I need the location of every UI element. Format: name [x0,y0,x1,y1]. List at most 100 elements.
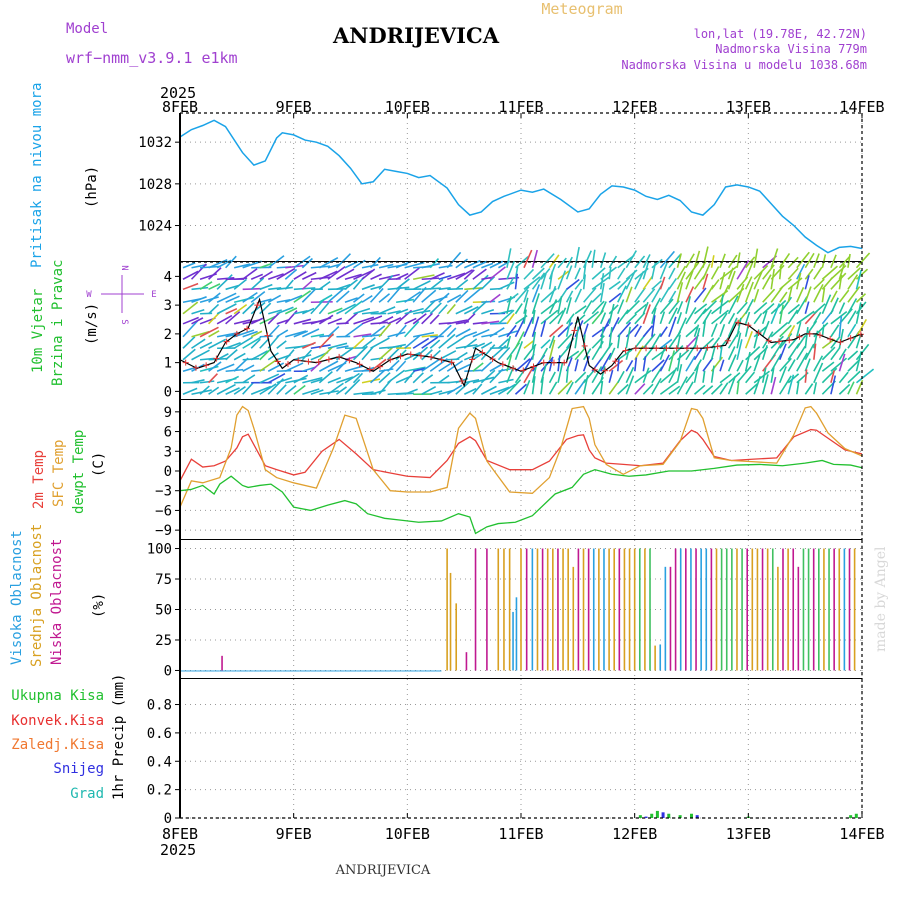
wind-arrow [693,250,701,268]
wind-arrow [480,275,496,290]
wind-arrow [353,259,366,269]
model-name: wrf−nmm_v3.9.1 e1km [66,49,238,67]
wind-arrow [285,377,307,384]
wind-arrow [216,363,235,372]
wind-arrow [412,280,431,291]
wind-arrow [557,333,573,349]
wind-arrow [625,359,634,372]
wind-arrow [847,253,851,268]
wind-arrow [659,262,668,280]
wind-arrow [668,350,676,372]
wind-arrow [378,368,394,373]
wind-arrow [796,263,806,280]
wind-arrow [531,293,540,314]
wind-arrow [191,317,204,325]
wind-arrow [523,309,527,324]
wind-arrow [455,289,469,303]
wind-arrow [642,301,649,315]
wind-arrow [498,309,513,315]
year-bottom: 2025 [160,841,196,859]
precip-snow-label: Snijeg [53,761,104,777]
wind-arrow [565,265,573,280]
wind-arrow [753,288,760,303]
wind-arrow [813,303,826,315]
wind-arrow [727,295,739,315]
clouds-ytick-label: 0 [164,663,172,679]
wind-arrow [531,267,545,280]
wind-arrow [421,385,437,395]
wind-arrow [548,339,556,360]
wind-arrow [233,296,255,304]
wind-arrow [182,270,199,280]
time-tick-label-bottom: 9FEB [276,825,312,843]
wind-arrow [702,357,714,372]
wind-arrow [318,333,335,349]
wind-arrow [233,352,246,361]
wind-arrow [199,385,210,395]
wind-arrow [225,295,240,303]
wind-arrow [702,300,717,315]
precip-ytick-label: 0.4 [147,754,172,770]
wind-arrow [396,298,414,304]
wind-arrow [608,369,614,383]
wind-arrow [531,249,538,268]
wind-arrow [259,383,277,395]
panel-pressure: 1024 1028 1032 [138,113,863,263]
wind-arrow-field [182,246,875,396]
wind-arrow [668,367,678,384]
time-tick-label-top: 9FEB [276,98,312,116]
wind-arrow [625,269,637,290]
wind-arrow [582,259,587,280]
wind-arrow [582,375,589,395]
wind-arrow [761,367,767,383]
wind-arrow [506,292,519,303]
wind-arrow [259,270,273,280]
wind-arrow [182,336,196,349]
wind-arrow [216,292,237,303]
wind-arrow [523,276,541,290]
wind-arrow [838,371,849,384]
wind-arrow [429,302,442,315]
wind-arrow [497,338,510,349]
wind-arrow [335,386,348,395]
wind-arrow [736,381,740,395]
wind-arrow [676,352,682,372]
wind-arrow [770,268,775,290]
wind-arrow [719,373,732,384]
wind-arrow [855,351,863,372]
wind-arrow [617,309,629,325]
wind-arrow [727,270,736,290]
wind-arrow [463,313,476,325]
wind-arrow [335,359,348,372]
wind-arrow [830,290,838,303]
wind-arrow [583,287,597,303]
wind-ytick-label: 4 [164,269,172,285]
wind-arrow [617,285,627,303]
wind-arrow [617,349,633,361]
wind-arrow [582,355,590,372]
wind-arrow [557,287,569,303]
wind-arrow [753,301,768,315]
wind-arrow [336,345,349,350]
wind-arrow [301,288,316,303]
wind-arrow [446,384,463,395]
wind-arrow [787,373,800,384]
wind-arrow [404,335,421,349]
wind-arrow [779,278,792,290]
wind-arrow [438,264,453,269]
wind-arrow [591,292,602,303]
wind-arrow [753,375,762,395]
wind-arrow [770,321,789,338]
wind-arrow [821,294,832,315]
wind-arrow [634,255,646,269]
compass-north: N [119,265,129,270]
wind-arrow [744,311,751,325]
wind-arrow [225,342,241,350]
wind-arrow [259,302,272,315]
wind-arrow [761,310,768,325]
wind-arrow [599,326,605,349]
wind-arrow [498,368,511,373]
wind-arrow [335,253,351,269]
wind-arrow [548,371,556,384]
wind-arrow [421,349,433,361]
